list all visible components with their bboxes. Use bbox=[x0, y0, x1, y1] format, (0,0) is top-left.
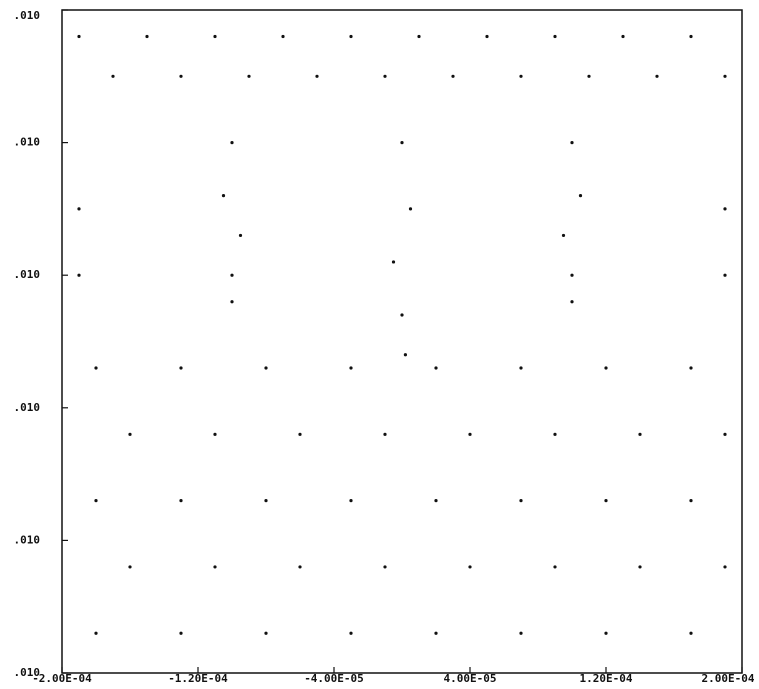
point bbox=[519, 632, 522, 635]
point bbox=[145, 35, 148, 38]
point bbox=[383, 433, 386, 436]
point bbox=[468, 433, 471, 436]
point bbox=[562, 234, 565, 237]
point bbox=[655, 75, 658, 78]
x-tick-label: 1.20E-04 bbox=[580, 672, 633, 684]
point bbox=[404, 353, 407, 356]
point bbox=[604, 366, 607, 369]
point bbox=[111, 75, 114, 78]
point bbox=[553, 565, 556, 568]
point bbox=[179, 632, 182, 635]
point bbox=[689, 366, 692, 369]
point bbox=[468, 565, 471, 568]
y-tick-label: .010 bbox=[14, 666, 41, 679]
x-tick-label: -2.00E-04 bbox=[32, 672, 92, 684]
point bbox=[579, 194, 582, 197]
point bbox=[264, 632, 267, 635]
point bbox=[247, 75, 250, 78]
point bbox=[638, 433, 641, 436]
point bbox=[230, 300, 233, 303]
point bbox=[553, 35, 556, 38]
point bbox=[281, 35, 284, 38]
point bbox=[298, 565, 301, 568]
point bbox=[604, 499, 607, 502]
point bbox=[519, 75, 522, 78]
point bbox=[213, 565, 216, 568]
point bbox=[400, 141, 403, 144]
plot-frame bbox=[62, 10, 742, 673]
point bbox=[213, 35, 216, 38]
point bbox=[689, 499, 692, 502]
point bbox=[485, 35, 488, 38]
point bbox=[638, 565, 641, 568]
point bbox=[383, 75, 386, 78]
point bbox=[604, 632, 607, 635]
y-tick-label: .010 bbox=[14, 9, 41, 22]
point bbox=[179, 75, 182, 78]
point bbox=[298, 433, 301, 436]
point bbox=[239, 234, 242, 237]
point bbox=[434, 499, 437, 502]
point bbox=[179, 499, 182, 502]
point bbox=[213, 433, 216, 436]
point bbox=[417, 35, 420, 38]
point bbox=[723, 433, 726, 436]
point bbox=[409, 207, 412, 210]
point bbox=[94, 632, 97, 635]
point bbox=[349, 499, 352, 502]
point bbox=[230, 141, 233, 144]
point bbox=[587, 75, 590, 78]
point bbox=[723, 75, 726, 78]
point bbox=[570, 274, 573, 277]
point bbox=[570, 141, 573, 144]
x-tick-label: 4.00E-05 bbox=[444, 672, 497, 684]
x-tick-label: -4.00E-05 bbox=[304, 672, 364, 684]
point bbox=[723, 274, 726, 277]
point bbox=[315, 75, 318, 78]
point bbox=[392, 260, 395, 263]
point bbox=[77, 35, 80, 38]
point bbox=[519, 366, 522, 369]
point bbox=[349, 632, 352, 635]
point bbox=[553, 433, 556, 436]
point bbox=[128, 433, 131, 436]
point bbox=[349, 35, 352, 38]
point bbox=[434, 632, 437, 635]
x-tick-label: -1.20E-04 bbox=[168, 672, 228, 684]
point bbox=[264, 366, 267, 369]
point bbox=[179, 366, 182, 369]
point bbox=[570, 300, 573, 303]
point bbox=[222, 194, 225, 197]
x-tick-label: 2.00E-04 bbox=[702, 672, 755, 684]
point bbox=[94, 366, 97, 369]
point bbox=[434, 366, 437, 369]
point bbox=[383, 565, 386, 568]
y-tick-label: .010 bbox=[14, 401, 41, 414]
point bbox=[230, 274, 233, 277]
point bbox=[451, 75, 454, 78]
point bbox=[689, 35, 692, 38]
point bbox=[723, 207, 726, 210]
y-tick-label: .010 bbox=[14, 533, 41, 546]
point bbox=[77, 274, 80, 277]
point bbox=[264, 499, 267, 502]
point bbox=[94, 499, 97, 502]
y-tick-label: .010 bbox=[14, 268, 41, 281]
chart: -2.00E-04 -1.20E-04 -4.00E-05 4.00E-05 1.20E… bbox=[0, 0, 759, 684]
point bbox=[621, 35, 624, 38]
y-tick-label: .010 bbox=[14, 136, 41, 149]
point bbox=[519, 499, 522, 502]
point bbox=[77, 207, 80, 210]
point bbox=[689, 632, 692, 635]
point bbox=[349, 366, 352, 369]
point bbox=[400, 313, 403, 316]
point bbox=[723, 565, 726, 568]
point bbox=[128, 565, 131, 568]
